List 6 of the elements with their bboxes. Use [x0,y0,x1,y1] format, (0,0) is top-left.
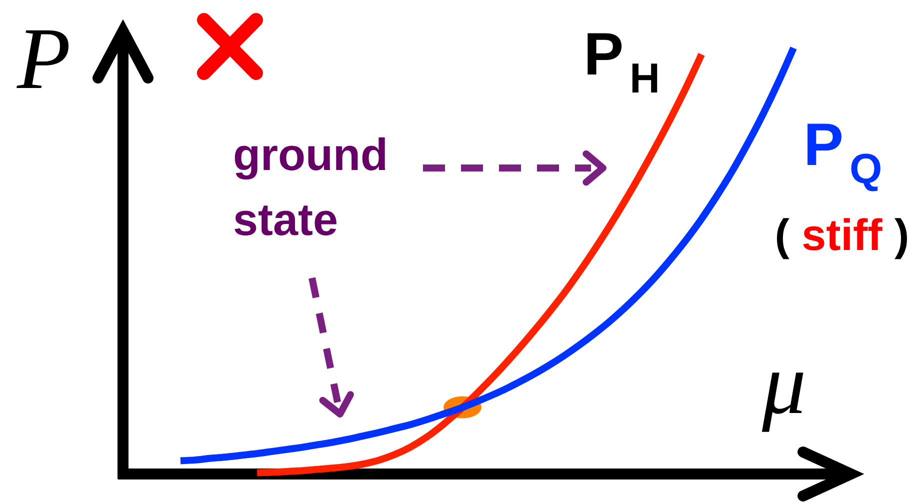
y-axis-title: P [16,11,71,108]
series-label: P$_{Q}$ [804,111,882,192]
x-axis-title: μ [761,336,806,433]
annotation: ground state [233,129,388,245]
series-label: P$_{H}$ [584,20,660,102]
annotation: ( stiff ) [774,211,910,260]
